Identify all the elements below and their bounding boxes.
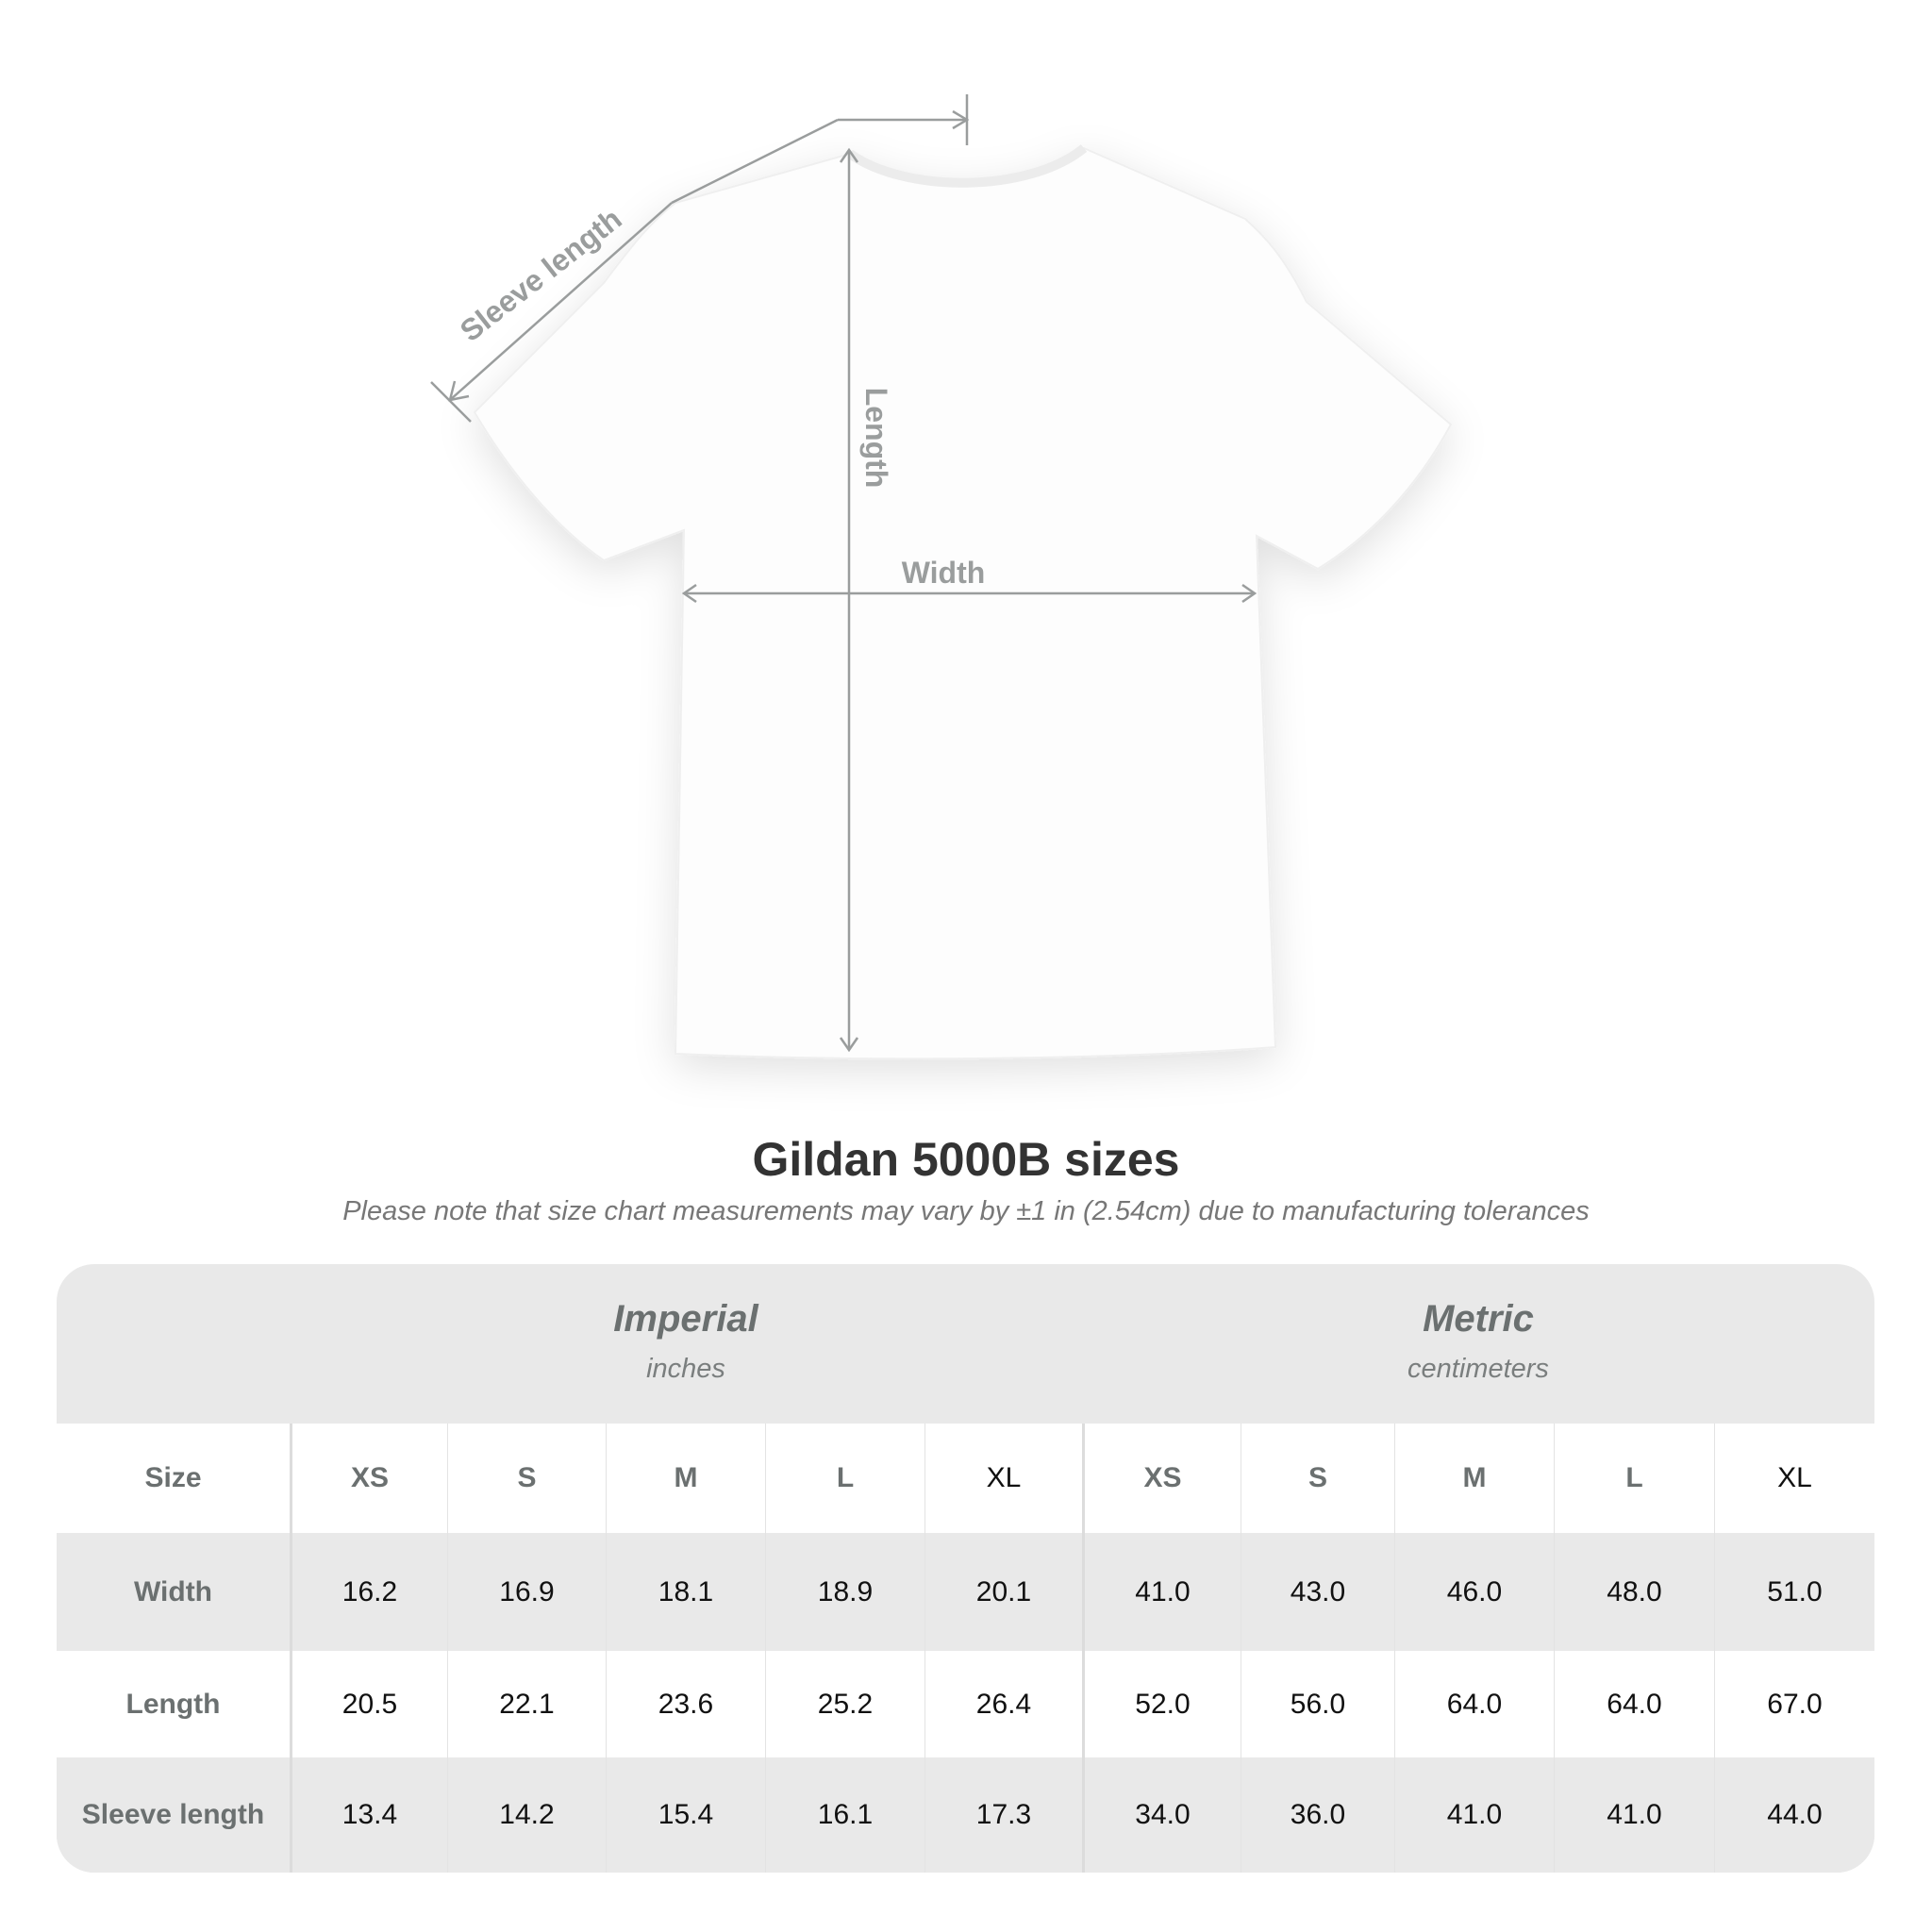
imperial-value: 23.6 <box>606 1651 765 1757</box>
metric-value: 51.0 <box>1714 1533 1874 1651</box>
imperial-value: 14.2 <box>447 1757 606 1873</box>
imperial-title: Imperial <box>613 1298 758 1340</box>
size-column-header: XS <box>290 1424 447 1533</box>
imperial-value: 20.5 <box>290 1651 447 1757</box>
size-label: Size <box>144 1462 202 1493</box>
size-column-header: L <box>765 1424 924 1533</box>
tolerance-note: Please note that size chart measurements… <box>342 1196 1590 1226</box>
row-label: Sleeve length <box>81 1799 265 1830</box>
imperial-value: 15.4 <box>606 1757 765 1873</box>
metric-value: 44.0 <box>1714 1757 1874 1873</box>
imperial-header: Imperial inches <box>290 1264 1082 1424</box>
tshirt-shape <box>473 146 1453 1060</box>
imperial-value: 13.4 <box>290 1757 447 1873</box>
size-table: Imperial inches Metric centimeters Size X… <box>57 1264 1874 1873</box>
metric-value: 48.0 <box>1554 1533 1714 1651</box>
metric-value: 43.0 <box>1241 1533 1394 1651</box>
table-row: Length 20.5 22.1 23.6 25.2 26.4 52.0 56.0 64.0 64… <box>57 1651 1874 1757</box>
metric-value: 46.0 <box>1394 1533 1554 1651</box>
imperial-value: 16.2 <box>290 1533 447 1651</box>
metric-header: Metric centimeters <box>1082 1264 1874 1424</box>
metric-value: 64.0 <box>1394 1651 1554 1757</box>
size-column-header: S <box>447 1424 606 1533</box>
tshirt-diagram: Sleeve length Length Width <box>430 94 1453 1060</box>
size-column-header: XL <box>1714 1424 1874 1533</box>
imperial-value: 16.1 <box>765 1757 924 1873</box>
table-row: Sleeve length 13.4 14.2 15.4 16.1 17.3 34.0 36.… <box>57 1757 1874 1873</box>
metric-value: 34.0 <box>1082 1757 1241 1873</box>
table-row: Width 16.2 16.9 18.1 18.9 20.1 41.0 43.0 46.0 48.… <box>57 1533 1874 1651</box>
imperial-value: 22.1 <box>447 1651 606 1757</box>
length-label: Length <box>859 388 893 489</box>
imperial-value: 20.1 <box>924 1533 1082 1651</box>
size-column-header: S <box>1241 1424 1394 1533</box>
size-column-header: L <box>1554 1424 1714 1533</box>
imperial-unit: inches <box>646 1354 725 1384</box>
metric-value: 67.0 <box>1714 1651 1874 1757</box>
size-column-header: XS <box>1082 1424 1241 1533</box>
metric-value: 36.0 <box>1241 1757 1394 1873</box>
sleeve-length-line <box>449 202 673 401</box>
width-label: Width <box>902 556 986 590</box>
page-title: Gildan 5000B sizes <box>752 1133 1180 1186</box>
size-header-row: Size XS S M L XL XS S M L XL <box>57 1424 1874 1533</box>
metric-value: 41.0 <box>1394 1757 1554 1873</box>
size-column-header: M <box>606 1424 765 1533</box>
imperial-value: 18.1 <box>606 1533 765 1651</box>
row-label: Width <box>133 1575 213 1607</box>
imperial-value: 25.2 <box>765 1651 924 1757</box>
metric-value: 41.0 <box>1554 1757 1714 1873</box>
size-column-header: XL <box>924 1424 1082 1533</box>
metric-unit: centimeters <box>1407 1354 1549 1384</box>
metric-value: 52.0 <box>1082 1651 1241 1757</box>
imperial-value: 17.3 <box>924 1757 1082 1873</box>
imperial-value: 16.9 <box>447 1533 606 1651</box>
metric-value: 56.0 <box>1241 1651 1394 1757</box>
metric-title: Metric <box>1423 1298 1534 1340</box>
metric-value: 41.0 <box>1082 1533 1241 1651</box>
row-label: Length <box>125 1688 221 1720</box>
metric-value: 64.0 <box>1554 1651 1714 1757</box>
imperial-value: 18.9 <box>765 1533 924 1651</box>
imperial-value: 26.4 <box>924 1651 1082 1757</box>
size-column-header: M <box>1394 1424 1554 1533</box>
